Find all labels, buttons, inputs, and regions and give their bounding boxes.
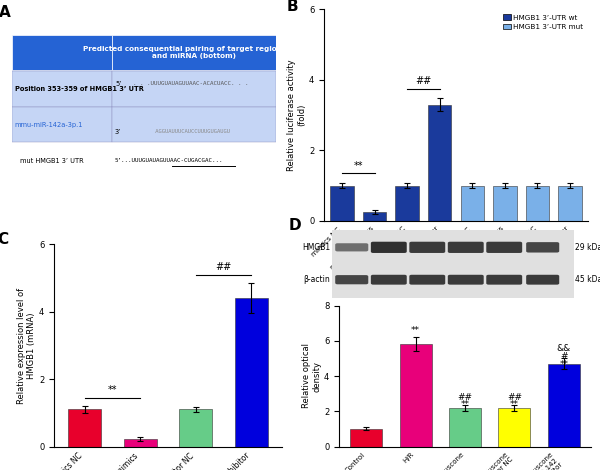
- Bar: [350, 429, 382, 446]
- Text: 5’...UUUGUAUAGUUAAC-CUGACGAC...: 5’...UUUGUAUAGUUAAC-CUGACGAC...: [115, 158, 223, 163]
- Bar: [548, 364, 580, 446]
- Legend: HMGB1 3’-UTR wt, HMGB1 3’-UTR mut: HMGB1 3’-UTR wt, HMGB1 3’-UTR mut: [502, 13, 584, 31]
- Y-axis label: Relative optical
density: Relative optical density: [302, 344, 321, 408]
- FancyBboxPatch shape: [112, 71, 276, 107]
- FancyBboxPatch shape: [526, 242, 559, 252]
- Text: &&: &&: [557, 344, 571, 353]
- FancyBboxPatch shape: [335, 275, 368, 284]
- Bar: [526, 186, 549, 221]
- Bar: [400, 344, 431, 446]
- Text: ##: ##: [215, 262, 232, 272]
- Y-axis label: Relative luciferase activity
(fold): Relative luciferase activity (fold): [287, 59, 306, 171]
- Text: ##: ##: [415, 76, 431, 86]
- Text: ##: ##: [457, 392, 473, 401]
- Text: 5’: 5’: [115, 81, 121, 87]
- FancyBboxPatch shape: [448, 242, 484, 253]
- FancyBboxPatch shape: [12, 35, 112, 70]
- Text: . . .UUUGUAUAGUUAAC-ACACUACC. . .: . . .UUUGUAUAGUUAAC-ACACUACC. . .: [125, 81, 248, 86]
- Bar: [559, 186, 582, 221]
- FancyBboxPatch shape: [486, 275, 522, 285]
- Text: HMGB1: HMGB1: [302, 243, 331, 252]
- FancyBboxPatch shape: [409, 275, 445, 285]
- Text: Position 353-359 of HMGB1 3’ UTR: Position 353-359 of HMGB1 3’ UTR: [14, 86, 143, 92]
- Text: **: **: [353, 161, 363, 171]
- FancyBboxPatch shape: [371, 242, 407, 253]
- Bar: [179, 409, 212, 446]
- Text: #: #: [560, 352, 568, 361]
- Text: 3’: 3’: [115, 129, 121, 134]
- FancyBboxPatch shape: [526, 275, 559, 285]
- FancyBboxPatch shape: [409, 242, 445, 253]
- Bar: [493, 186, 517, 221]
- Text: **: **: [510, 400, 519, 409]
- Text: 45 kDa: 45 kDa: [575, 275, 600, 284]
- Text: mmu-miR-142a-3p.1: mmu-miR-142a-3p.1: [14, 122, 83, 128]
- Bar: [449, 407, 481, 446]
- Bar: [395, 186, 419, 221]
- Text: AGGUAUUUCAUCCUUUGUGAUGU: AGGUAUUUCAUCCUUUGUGAUGU: [125, 129, 230, 134]
- Text: **: **: [411, 326, 420, 335]
- Text: C: C: [0, 232, 8, 247]
- FancyBboxPatch shape: [332, 230, 574, 298]
- Bar: [363, 212, 386, 221]
- Y-axis label: Relative expression level of
HMGB1 (mRNA): Relative expression level of HMGB1 (mRNA…: [17, 287, 36, 404]
- Bar: [330, 186, 353, 221]
- Text: A: A: [0, 5, 11, 20]
- Text: **: **: [107, 385, 117, 395]
- FancyBboxPatch shape: [335, 243, 368, 251]
- Text: **: **: [461, 400, 469, 409]
- FancyBboxPatch shape: [371, 275, 407, 285]
- FancyBboxPatch shape: [112, 107, 276, 142]
- Text: B: B: [287, 0, 299, 14]
- Bar: [68, 409, 101, 446]
- Text: Predicted consequential pairing of target region (top)
and miRNA (bottom): Predicted consequential pairing of targe…: [83, 46, 305, 59]
- Text: mut HMGB1 3’ UTR: mut HMGB1 3’ UTR: [20, 158, 83, 164]
- Bar: [499, 407, 530, 446]
- FancyBboxPatch shape: [486, 242, 522, 253]
- Bar: [428, 105, 451, 221]
- Text: D: D: [289, 218, 302, 233]
- Bar: [124, 439, 157, 446]
- FancyBboxPatch shape: [12, 71, 112, 107]
- FancyBboxPatch shape: [12, 107, 112, 142]
- Text: β-actin: β-actin: [304, 275, 331, 284]
- Bar: [235, 298, 268, 446]
- Text: ##: ##: [507, 392, 522, 401]
- Text: **: **: [559, 360, 568, 369]
- Bar: [461, 186, 484, 221]
- Text: 29 kDa: 29 kDa: [575, 243, 600, 252]
- FancyBboxPatch shape: [448, 275, 484, 285]
- FancyBboxPatch shape: [112, 35, 276, 70]
